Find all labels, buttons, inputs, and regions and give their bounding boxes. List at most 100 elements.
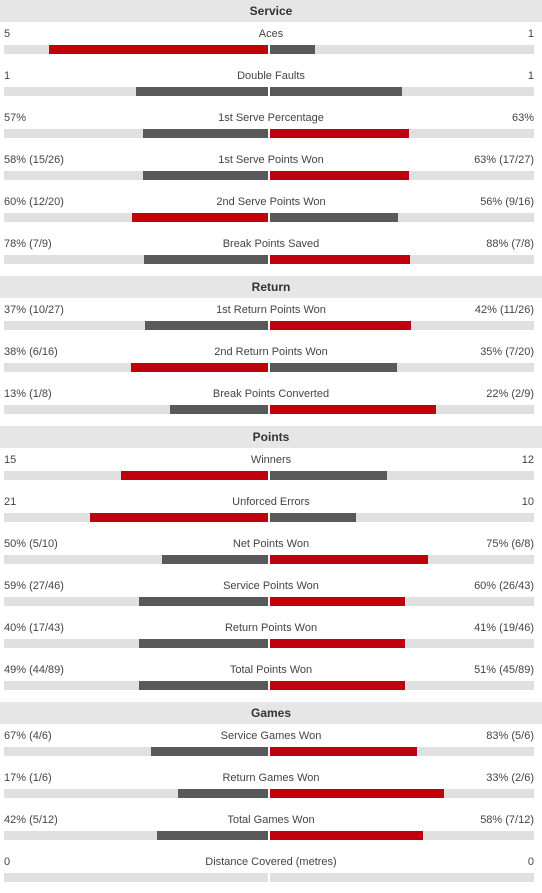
stat-row: 42% (5/12) Total Games Won 58% (7/12) [0,808,542,850]
player1-bar-track [4,213,268,222]
stat-label: Winners [250,454,292,466]
player1-bar [157,831,268,840]
player1-bar [132,213,268,222]
player1-stat-value: 59% (27/46) [4,580,64,592]
player1-bar-track [4,87,268,96]
section-header: Games [0,702,542,724]
stat-row: 50% (5/10) Net Points Won 75% (6/8) [0,532,542,574]
stat-row: 21 Unforced Errors 10 [0,490,542,532]
stat-row: 1 Double Faults 1 [0,64,542,106]
player1-stat-value: 40% (17/43) [4,622,64,634]
player2-bar-track [270,255,534,264]
player2-bar [270,45,315,54]
player2-bar-track [270,471,534,480]
player2-stat-value: 83% (5/6) [486,730,534,742]
player1-bar-track [4,471,268,480]
player2-bar-track [270,405,534,414]
player2-bar-track [270,873,534,882]
player1-bar-track [4,831,268,840]
player2-bar [270,255,410,264]
stat-label: Double Faults [237,70,305,82]
player1-bar-track [4,129,268,138]
player1-stat-value: 38% (6/16) [4,346,58,358]
player2-bar [270,405,437,414]
player2-stat-value: 75% (6/8) [486,538,534,550]
player1-stat-value: 5 [4,28,11,40]
player2-stat-value: 0 [527,856,534,868]
stat-label: Return Games Won [222,772,320,784]
player1-bar [145,321,268,330]
player2-stat-value: 1 [527,70,534,82]
stat-row: 13% (1/8) Break Points Converted 22% (2/9) [0,382,542,424]
player1-stat-value: 67% (4/6) [4,730,52,742]
stat-row: 60% (12/20) 2nd Serve Points Won 56% (9/16… [0,190,542,232]
player1-stat-value: 15 [4,454,17,466]
player1-bar [121,471,268,480]
player2-bar-track [270,639,534,648]
player2-stat-value: 60% (26/43) [474,580,534,592]
player2-stat-value: 58% (7/12) [480,814,534,826]
player1-bar [138,639,268,648]
player2-bar-track [270,789,534,798]
player2-bar-track [270,681,534,690]
player1-bar-track [4,873,268,882]
player2-bar [270,789,445,798]
player1-bar [48,45,268,54]
player1-bar-track [4,405,268,414]
player2-bar [270,87,402,96]
player2-bar [270,831,424,840]
stat-label: Total Games Won [227,814,315,826]
player1-bar-track [4,789,268,798]
player1-bar [162,555,268,564]
stat-label: Return Points Won [224,622,318,634]
player2-stat-value: 42% (11/26) [474,304,534,316]
player1-stat-value: 1 [4,70,11,82]
player1-bar-track [4,45,268,54]
stat-label: Distance Covered (metres) [205,856,337,868]
player2-stat-value: 51% (45/89) [474,664,534,676]
player2-bar-track [270,747,534,756]
stat-row: 38% (6/16) 2nd Return Points Won 35% (7/20… [0,340,542,382]
player1-bar [89,513,268,522]
player2-bar-track [270,831,534,840]
stat-row: 78% (7/9) Break Points Saved 88% (7/8) [0,232,542,274]
player1-stat-value: 49% (44/89) [4,664,64,676]
player2-bar [270,513,356,522]
player2-bar-track [270,171,534,180]
stat-row: 0 Distance Covered (metres) 0 [0,850,542,892]
player1-bar [138,681,268,690]
player1-bar-track [4,363,268,372]
stat-label: 2nd Serve Points Won [216,196,326,208]
player1-stat-value: 37% (10/27) [4,304,64,316]
stat-label: 2nd Return Points Won [214,346,328,358]
player1-stat-value: 78% (7/9) [4,238,52,250]
player2-bar [270,171,409,180]
player2-bar [270,747,417,756]
stat-row: 37% (10/27) 1st Return Points Won 42% (11/… [0,298,542,340]
stat-row: 67% (4/6) Service Games Won 83% (5/6) [0,724,542,766]
player2-stat-value: 35% (7/20) [480,346,534,358]
player1-bar-track [4,639,268,648]
player2-bar-track [270,45,534,54]
stat-row: 59% (27/46) Service Points Won 60% (26/43) [0,574,542,616]
player1-stat-value: 60% (12/20) [4,196,64,208]
player2-bar [270,129,409,138]
stat-row: 40% (17/43) Return Points Won 41% (19/46) [0,616,542,658]
player2-bar-track [270,513,534,522]
player2-stat-value: 33% (2/6) [486,772,534,784]
player1-bar [138,597,268,606]
stat-row: 15 Winners 12 [0,448,542,490]
player1-bar-track [4,171,268,180]
stat-label: Unforced Errors [232,496,310,508]
player2-stat-value: 88% (7/8) [486,238,534,250]
stat-row: 58% (15/26) 1st Serve Points Won 63% (17/2… [0,148,542,190]
player1-bar [136,87,268,96]
player1-stat-value: 17% (1/6) [4,772,52,784]
stat-label: Aces [258,28,284,40]
player1-bar-track [4,747,268,756]
player2-stat-value: 12 [521,454,534,466]
player2-bar [270,681,405,690]
player2-bar-track [270,597,534,606]
player1-bar [150,747,268,756]
player1-stat-value: 57% [4,112,27,124]
